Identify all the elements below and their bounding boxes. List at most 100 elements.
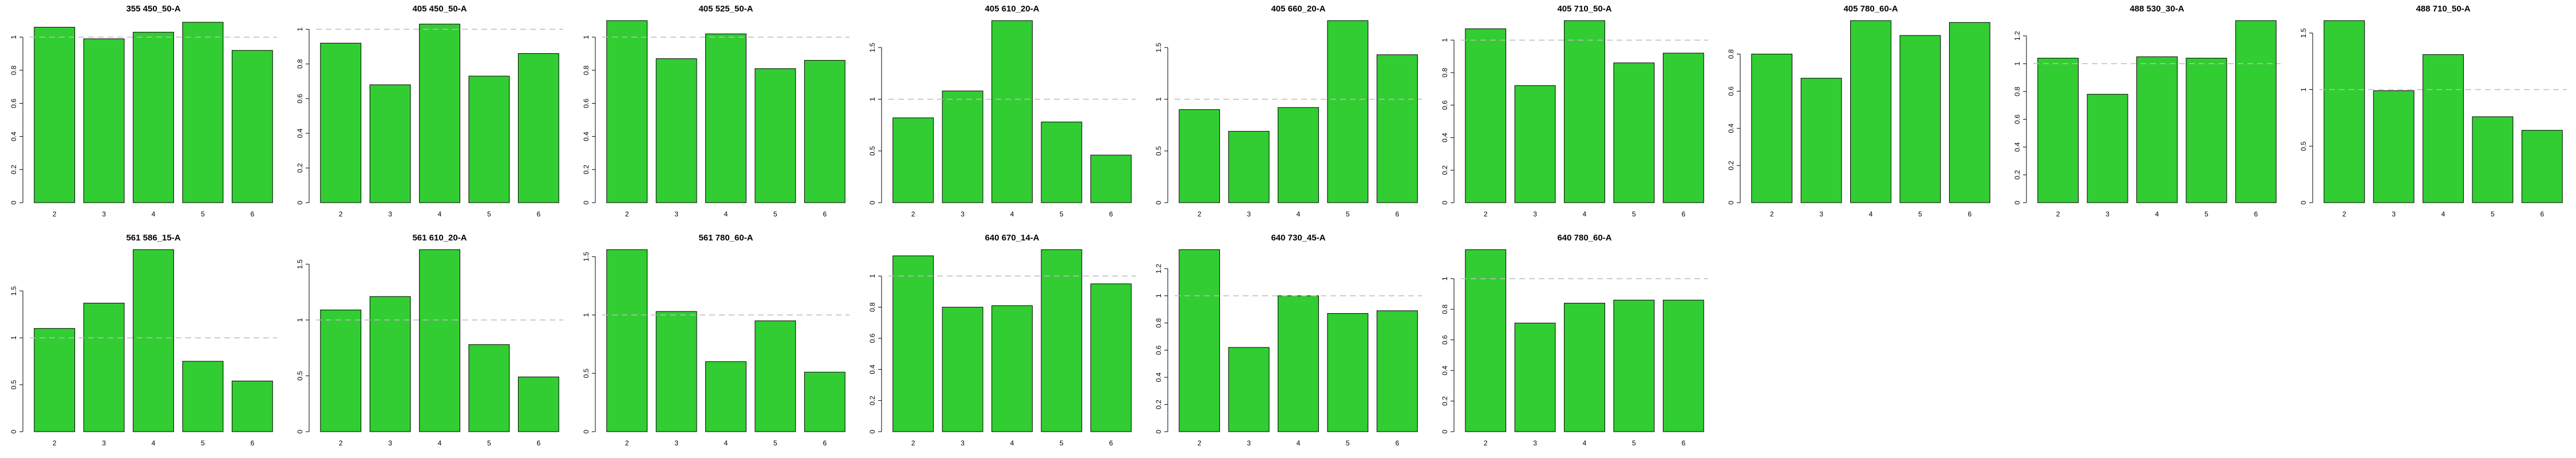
bar-chart: 640 670_14-A 0 0.2 0.4 0.6 0.8 1 2 3 4 5 6 [868,233,1136,447]
x-tick-label: 6 [823,210,827,218]
x-tick-label: 2 [1484,210,1488,218]
chart-panel: 488 710_50-A 0 0.5 1 1.5 2 3 4 5 6 [2290,0,2576,229]
y-tick-label: 0.2 [1441,396,1449,406]
x-tick-label: 5 [201,439,205,447]
y-tick-label: 0.8 [296,59,304,69]
y-tick-label: 0.6 [582,98,590,108]
bar [942,307,983,432]
y-tick-label: 1 [868,274,876,278]
x-tick-label: 6 [823,439,827,447]
chart-panel: 561 586_15-A 0 0.5 1 1.5 2 3 4 5 6 [0,229,286,458]
x-tick-label: 3 [1819,210,1823,218]
x-tick-label: 2 [1198,210,1202,218]
chart-title: 640 730_45-A [1271,233,1325,243]
chart-title: 561 586_15-A [126,233,180,243]
bar [1465,249,1507,432]
chart-title: 561 610_20-A [412,233,467,243]
y-tick-label: 0.2 [296,163,304,173]
x-tick-label: 2 [1770,210,1774,218]
chart-title: 405 525_50-A [698,4,753,14]
chart-title: 405 710_50-A [1557,4,1611,14]
x-tick-label: 4 [438,439,442,447]
y-tick-label: 1 [10,35,18,39]
y-tick-label: 0.2 [868,396,876,405]
x-tick-label: 4 [1297,210,1301,218]
bar [468,76,510,203]
bar-chart: 488 710_50-A 0 0.5 1 1.5 2 3 4 5 6 [2300,4,2567,218]
bar [1041,121,1082,203]
bar [1090,155,1132,203]
bar [468,344,510,432]
x-tick-label: 3 [1533,439,1537,447]
y-tick-label: 1 [2300,88,2308,92]
chart-title: 355 450_50-A [126,4,180,14]
chart-panel: 355 450_50-A 0 0.2 0.4 0.6 0.8 1 2 3 4 5 6 [0,0,286,229]
x-tick-label: 5 [2204,210,2208,218]
bar [606,249,648,432]
bar [1751,53,1793,203]
x-tick-label: 2 [339,210,343,218]
x-tick-label: 6 [250,210,254,218]
x-tick-label: 2 [2342,210,2346,218]
bar [1376,310,1418,432]
y-tick-label: 0.4 [582,132,590,141]
y-tick-label: 1.5 [1155,42,1163,52]
x-tick-label: 5 [1918,210,1922,218]
x-tick-label: 2 [911,210,915,218]
y-tick-label: 1 [1155,294,1163,298]
y-tick-label: 0 [1155,200,1163,204]
bar [1850,20,1891,203]
y-tick-label: 0.8 [2013,86,2021,96]
x-tick-label: 2 [339,439,343,447]
chart-panel: 561 610_20-A 0 0.5 1 1.5 2 3 4 5 6 [286,229,572,458]
y-tick-label: 0.5 [582,368,590,378]
bar [1613,62,1655,203]
y-tick-label: 1 [582,313,590,317]
bar [1514,85,1556,203]
bar [2186,58,2227,203]
y-tick-label: 0 [868,200,876,204]
y-tick-label: 0.8 [868,302,876,312]
x-tick-label: 4 [724,210,728,218]
x-tick-label: 3 [1533,210,1537,218]
y-tick-label: 1.5 [10,286,18,295]
bar [892,117,934,203]
bar [804,60,846,203]
bar [705,33,746,203]
x-tick-label: 4 [152,210,156,218]
y-tick-label: 0.5 [2300,141,2308,151]
y-tick-label: 1 [1155,97,1163,101]
bar [991,305,1033,432]
bar [1613,299,1655,432]
bar [2373,90,2415,203]
bar [369,296,411,432]
y-tick-label: 0.2 [1155,400,1163,409]
chart-panel: 405 710_50-A 0 0.2 0.4 0.6 0.8 1 2 3 4 5 6 [1431,0,1717,229]
x-tick-label: 2 [53,439,57,447]
bar [2087,94,2128,203]
y-tick-label: 0 [296,200,304,204]
x-tick-label: 5 [487,439,491,447]
x-tick-label: 2 [625,439,629,447]
bar [892,255,934,432]
chart-title: 405 450_50-A [412,4,467,14]
chart-title: 640 780_60-A [1557,233,1611,243]
x-tick-label: 4 [2441,210,2445,218]
y-tick-label: 1.5 [2300,28,2308,38]
bar [2423,54,2464,203]
chart-panel: 640 780_60-A 0 0.2 0.4 0.6 0.8 1 2 3 4 5 6 [1431,229,1717,458]
y-tick-label: 1.5 [296,259,304,269]
x-tick-label: 5 [1632,439,1636,447]
x-tick-label: 5 [2491,210,2495,218]
x-tick-label: 6 [536,439,540,447]
bar [1662,53,1704,203]
y-tick-label: 0.8 [1727,49,1735,59]
bar-chart: 405 660_20-A 0 0.5 1 1.5 2 3 4 5 6 [1155,4,1422,218]
bar [320,42,362,203]
bar-chart: 640 730_45-A 0 0.2 0.4 0.6 0.8 1 1.2 2 3 4 5 6 [1155,233,1422,447]
x-tick-label: 3 [2105,210,2109,218]
x-tick-label: 2 [2056,210,2060,218]
bar [655,311,697,432]
bar [1376,54,1418,203]
bar [1327,313,1369,432]
